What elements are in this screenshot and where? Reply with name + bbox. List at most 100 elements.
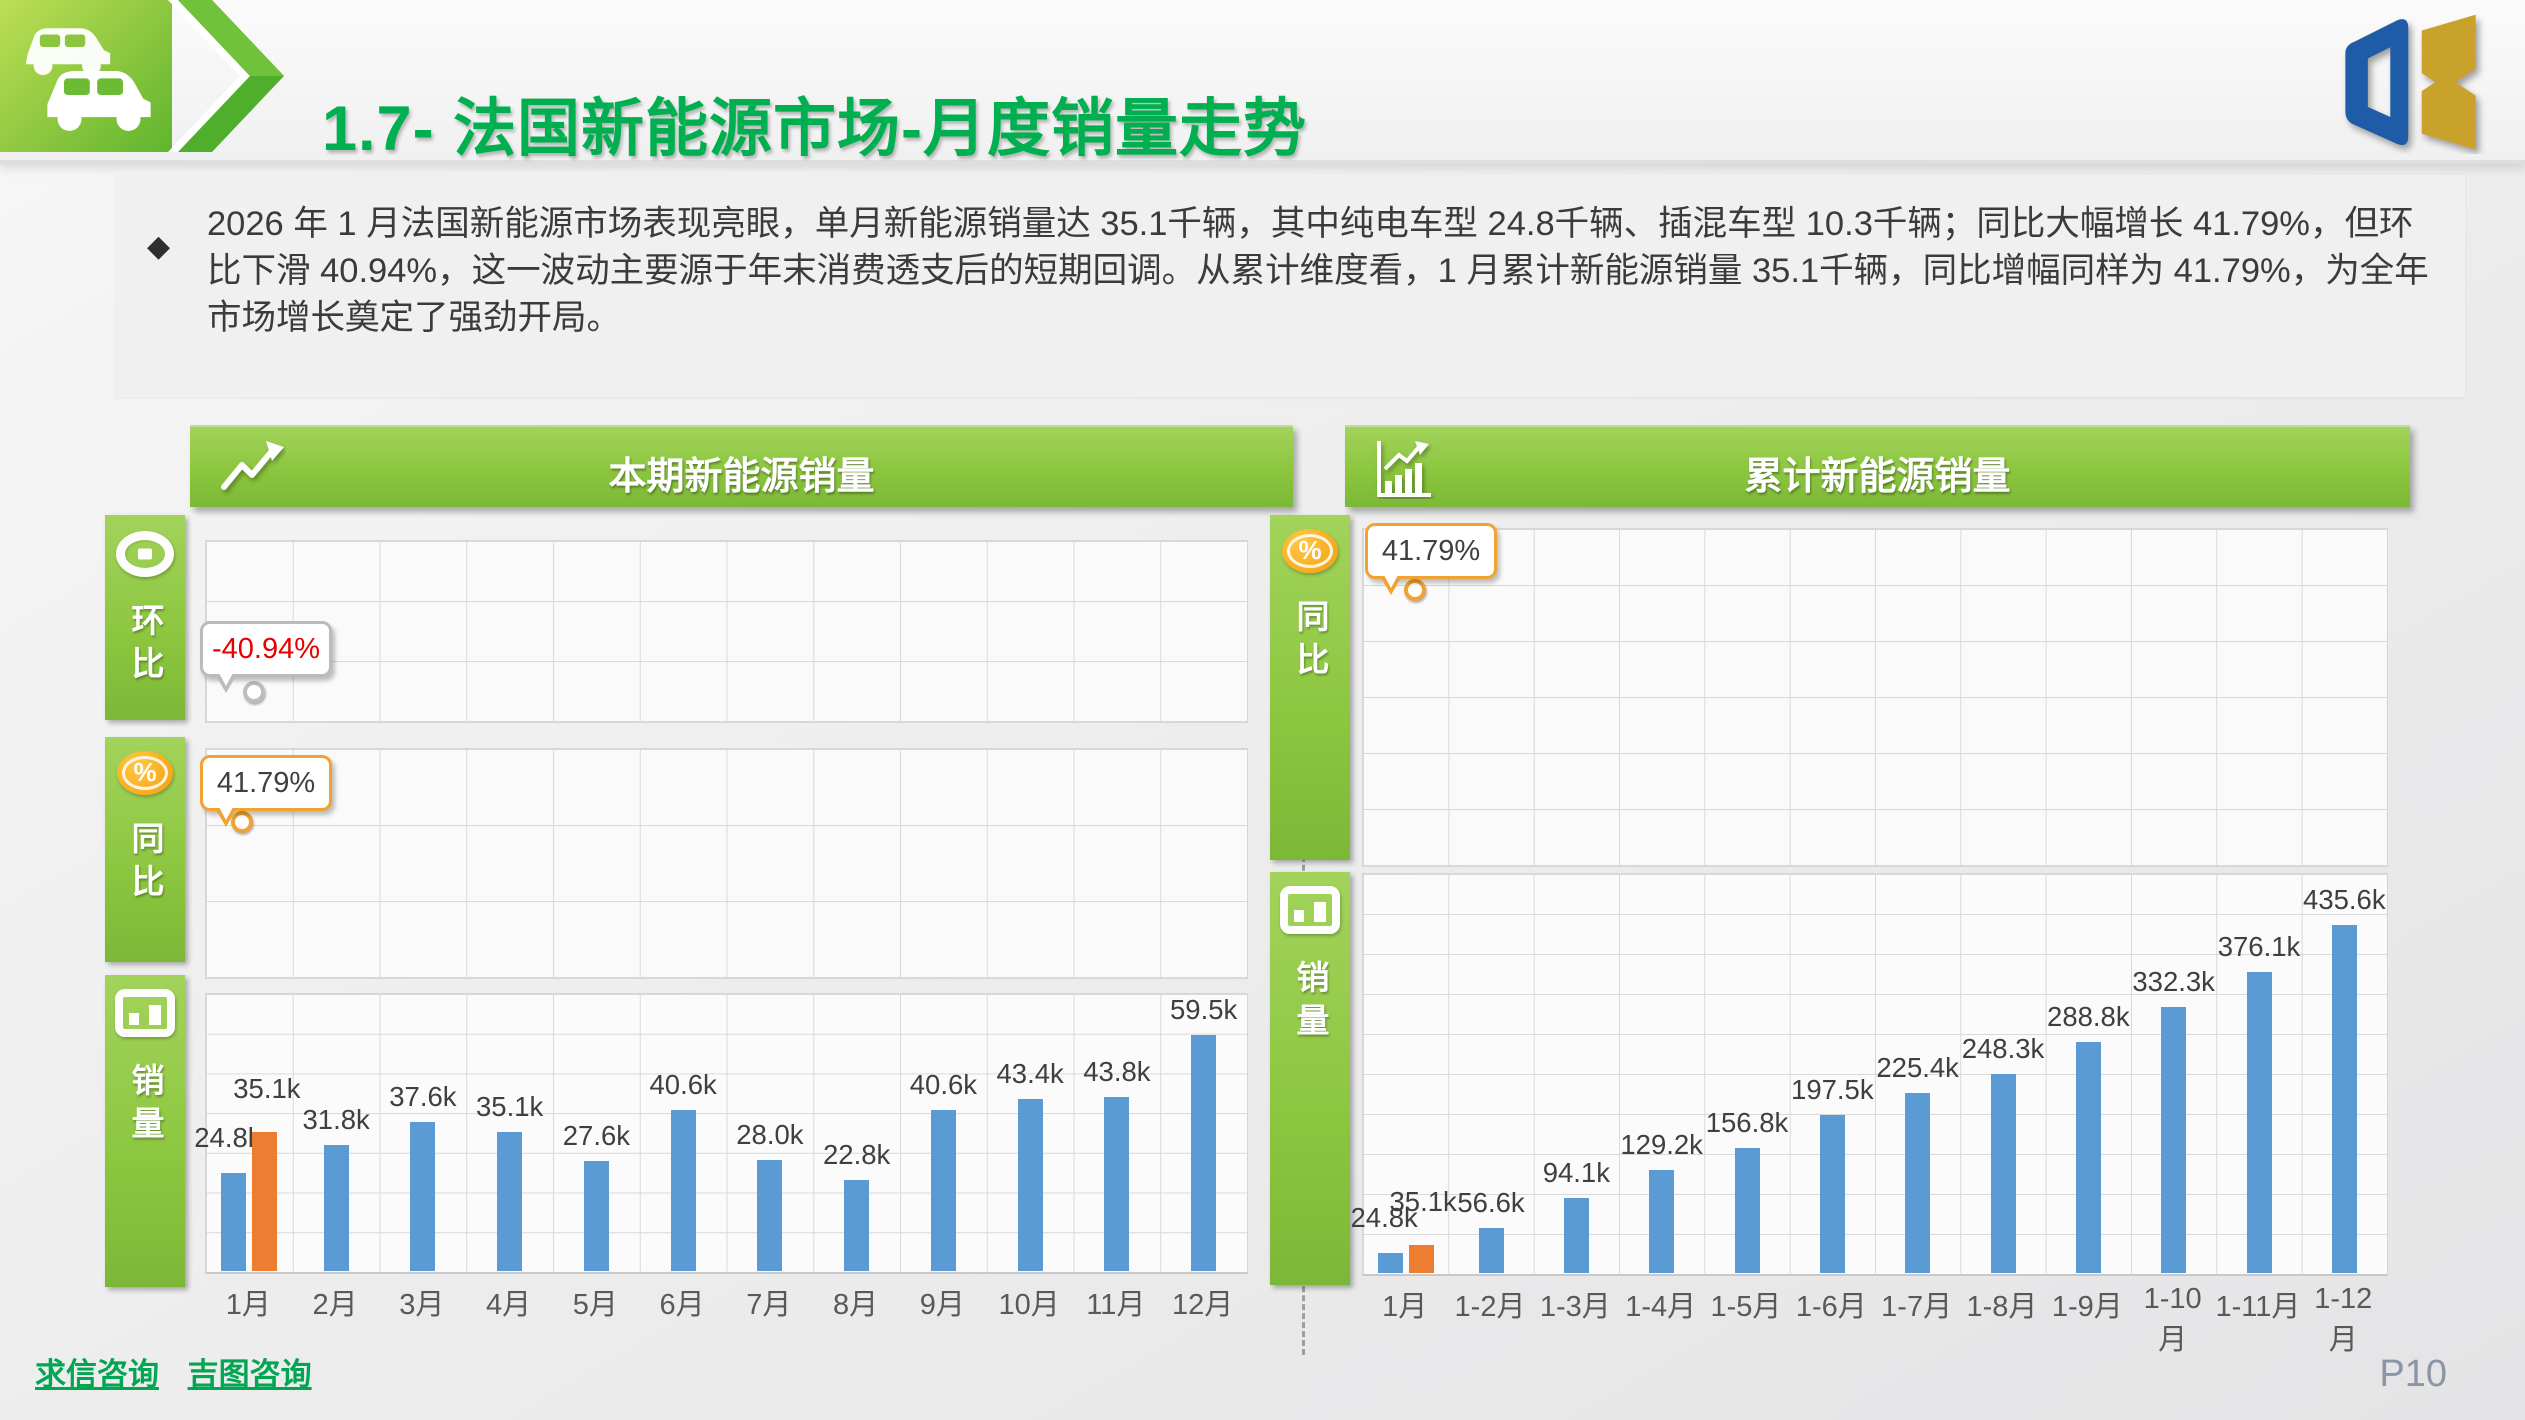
mom-grid xyxy=(205,540,1248,723)
bar xyxy=(2075,1041,2101,1273)
bar-value-label: 31.8k xyxy=(302,1103,370,1135)
bar xyxy=(221,1172,247,1271)
x-axis-label: 4月 xyxy=(486,1289,532,1321)
page-title: 1.7- 法国新能源市场-月度销量走势 xyxy=(322,94,1308,165)
cumulative-chart-icon xyxy=(1377,441,1431,497)
bar-chart-icon xyxy=(1280,886,1340,934)
x-axis-label: 1-2月 xyxy=(1454,1291,1526,1323)
bar-value-label: 225.4k xyxy=(1876,1051,1959,1083)
tab-yoy: 同比 xyxy=(1270,515,1350,860)
bar xyxy=(410,1121,436,1271)
percent-icon xyxy=(1282,529,1338,573)
tab-mom-label: 环比 xyxy=(127,603,164,689)
bar-value-label: 37.6k xyxy=(389,1080,457,1112)
x-axis-label: 1-3月 xyxy=(1539,1291,1611,1323)
mom-callout: -40.94% xyxy=(200,621,332,693)
summary-bullet: ◆ xyxy=(147,230,171,263)
footer-link-jitu[interactable]: 吉图咨询 xyxy=(187,1357,312,1392)
bar-value-label: 156.8k xyxy=(1705,1106,1789,1138)
x-axis-label: 6月 xyxy=(659,1289,705,1321)
bar-value-label: 24.8k xyxy=(1350,1202,1418,1234)
left-panel-header: 本期新能源销量 xyxy=(190,425,1293,507)
x-axis-label: 10月 xyxy=(998,1289,1060,1321)
x-axis-label: 11月 xyxy=(1086,1289,1146,1321)
cumulative-sales-chart: 24.8k 35.1k 56.6k 94.1k 129.2k 156.8k 197.5k 22… xyxy=(1351,873,2388,1276)
left-panel-title: 本期新能源销量 xyxy=(608,456,875,498)
x-axis-label: 12月 xyxy=(1171,1289,1234,1321)
cumulative-x-axis: 1月 1-2月 1-3月 1-4月 1-5月 1-6月 1-7月 1-8月 1-9月 1-10月 1… xyxy=(1362,1283,2386,1356)
tab-mom: 环比 xyxy=(105,515,185,720)
bar xyxy=(1819,1115,1845,1273)
bar-value-label: 24.8k xyxy=(194,1121,262,1153)
x-axis-label: 1月 xyxy=(1382,1291,1428,1323)
bar-value-label: 40.6k xyxy=(909,1068,978,1100)
x-axis-label: 7月 xyxy=(746,1289,792,1321)
bar-value-label: 43.4k xyxy=(996,1057,1064,1089)
bar xyxy=(844,1180,870,1271)
bar xyxy=(1990,1074,2016,1273)
bar-value-label: 248.3k xyxy=(1961,1033,2045,1065)
bar-value-label: 35.1k xyxy=(233,1072,301,1104)
bar xyxy=(2246,972,2272,1273)
bar xyxy=(1478,1227,1504,1273)
x-axis-label: 1-10月 xyxy=(2143,1283,2202,1356)
summary-text: 2026 年 1 月法国新能源市场表现亮眼，单月新能源销量达 35.1千辆，其中… xyxy=(207,205,2429,337)
bar xyxy=(1734,1147,1760,1273)
x-axis-label: 1-8月 xyxy=(1966,1291,2038,1323)
bar-value-label: 129.2k xyxy=(1620,1128,1703,1160)
bar xyxy=(583,1161,609,1271)
bar-chart-icon xyxy=(115,989,175,1037)
bar xyxy=(1408,1244,1434,1273)
x-axis-label: 9月 xyxy=(919,1289,965,1321)
bar-value-label: 27.6k xyxy=(562,1120,631,1152)
x-axis-label: 1-11月 xyxy=(2215,1291,2301,1323)
bar xyxy=(252,1131,278,1271)
bar-value-label: 22.8k xyxy=(822,1139,891,1171)
bar xyxy=(670,1109,696,1271)
yoy-callout: 41.79% xyxy=(1365,523,1497,595)
bar xyxy=(323,1144,349,1271)
tab-yoy: 同比 xyxy=(105,737,185,962)
bar xyxy=(2331,924,2357,1273)
tab-sales: 销量 xyxy=(1270,872,1350,1285)
monthly-sales-chart: 24.8k 35.1k 31.8k 37.6k 35.1k 27.6k 40.6k 28.0k… xyxy=(194,993,1248,1274)
bar xyxy=(1017,1098,1043,1271)
bar xyxy=(1905,1092,1931,1273)
bar-value-label: 40.6k xyxy=(649,1068,717,1100)
x-axis-label: 8月 xyxy=(833,1289,879,1321)
x-axis-label: 5月 xyxy=(572,1289,618,1321)
bar-value-label: 435.6k xyxy=(2303,883,2386,915)
bar-value-label: 35.1k xyxy=(1389,1185,1457,1217)
bar xyxy=(930,1109,956,1271)
bar xyxy=(1377,1253,1403,1273)
bar-value-label: 43.8k xyxy=(1083,1056,1151,1088)
x-axis-label: 1-9月 xyxy=(2051,1291,2123,1323)
brand-logo-icon xyxy=(2345,14,2476,150)
bar xyxy=(1191,1034,1217,1271)
bar-value-label: 332.3k xyxy=(2132,966,2215,998)
footer-link-qiuxin[interactable]: 求信咨询 xyxy=(35,1357,159,1392)
yoy-grid xyxy=(205,748,1248,979)
bar-value-label: 197.5k xyxy=(1791,1074,1874,1105)
bar-value-label: 288.8k xyxy=(2047,1000,2130,1032)
x-axis-label: 2月 xyxy=(312,1289,358,1321)
monthly-x-axis: 1月 2月 3月 4月 5月 6月 7月 8月 9月 10月 11月 12月 xyxy=(205,1281,1246,1325)
ring-icon xyxy=(116,531,174,577)
x-axis-label: 1月 xyxy=(225,1289,271,1321)
bar xyxy=(2161,1007,2187,1273)
x-axis-label: 1-12月 xyxy=(2314,1283,2373,1356)
bar-value-label: 376.1k xyxy=(2217,931,2301,963)
trend-line-icon xyxy=(221,441,284,490)
page-number: P10 xyxy=(2379,1353,2447,1395)
header-band: 1.7- 法国新能源市场-月度销量走势 xyxy=(0,0,2525,164)
yoy-callout: 41.79% xyxy=(200,755,332,827)
bar xyxy=(1649,1169,1675,1273)
bar xyxy=(757,1159,783,1271)
bar-value-label: 59.5k xyxy=(1169,993,1238,1025)
tab-yoy-label: 同比 xyxy=(1292,599,1329,685)
tab-sales: 销量 xyxy=(105,975,185,1287)
cars-icon xyxy=(0,0,172,152)
chevron-icon xyxy=(168,0,308,152)
summary-box: ◆ 2026 年 1 月法国新能源市场表现亮眼，单月新能源销量达 35.1千辆，… xyxy=(115,175,2465,397)
